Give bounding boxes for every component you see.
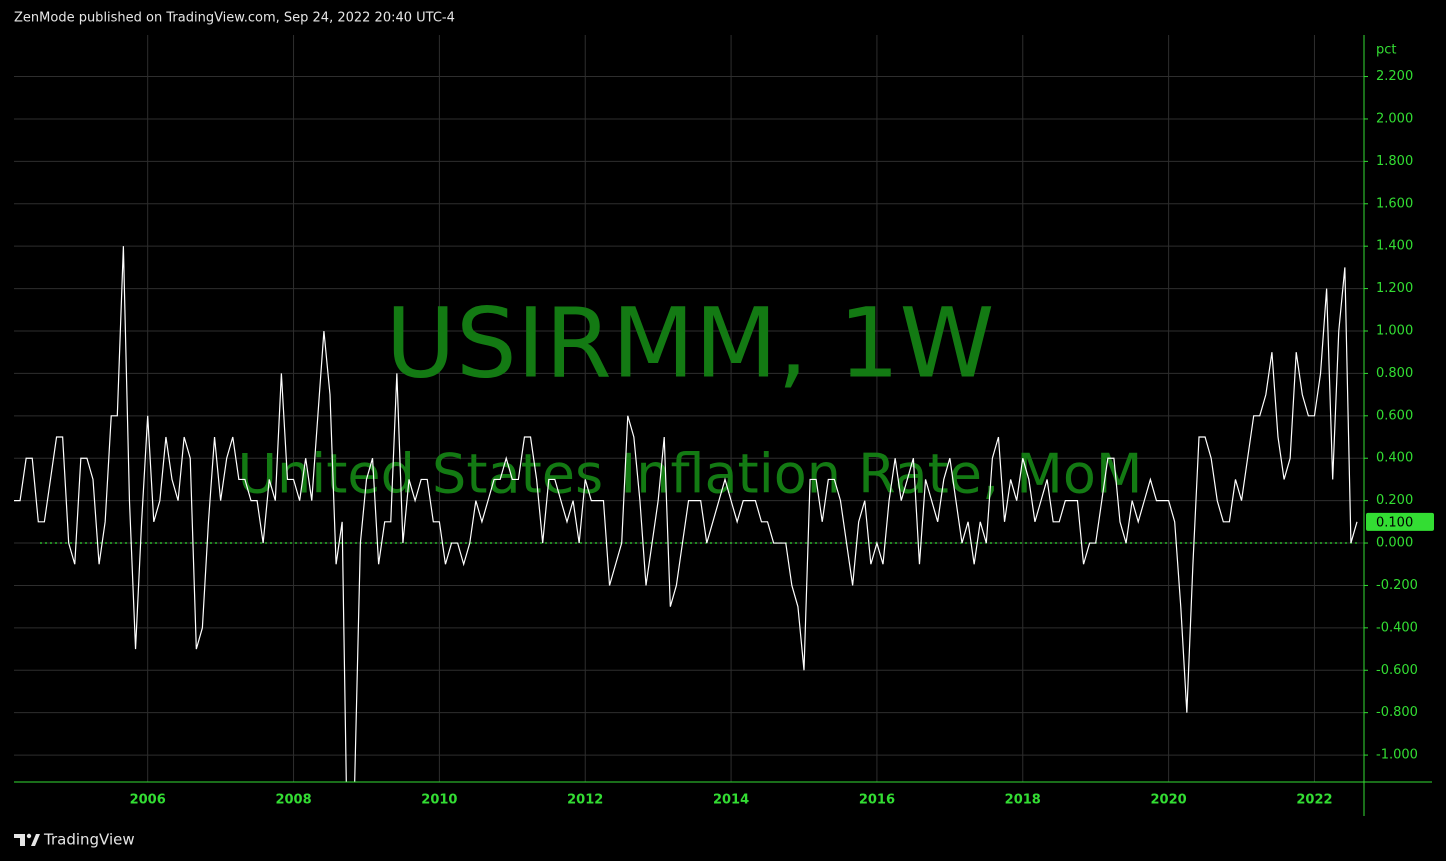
y-tick-label: -0.600 <box>1376 663 1418 678</box>
x-tick-label: 2016 <box>859 793 895 808</box>
y-tick-label: 0.200 <box>1376 493 1413 508</box>
y-tick-label: -0.800 <box>1376 705 1418 720</box>
y-tick-label: -0.200 <box>1376 578 1418 593</box>
data-line <box>14 246 1358 782</box>
logo-slash <box>31 834 40 846</box>
y-tick-label: 1.400 <box>1376 239 1413 254</box>
x-tick-label: 2010 <box>421 793 457 808</box>
y-axis-unit: pct <box>1376 43 1397 58</box>
footer-logo <box>14 833 40 846</box>
y-tick-label: 0.400 <box>1376 451 1413 466</box>
y-tick-label: 1.800 <box>1376 154 1413 169</box>
last-value-label: 0.100 <box>1376 515 1413 530</box>
y-tick-label: 2.200 <box>1376 69 1413 84</box>
watermark-title: USIRMM, 1W <box>386 287 995 399</box>
x-tick-label: 2008 <box>275 793 311 808</box>
x-tick-label: 2012 <box>567 793 603 808</box>
footer-brand: TradingView <box>43 831 135 849</box>
last-value-badge <box>1366 512 1434 531</box>
logo-mark <box>14 834 25 846</box>
y-tick-label: 1.200 <box>1376 281 1413 296</box>
x-tick-label: 2018 <box>1005 793 1041 808</box>
logo-dot <box>26 833 32 839</box>
publisher-note: ZenMode published on TradingView.com, Se… <box>14 11 455 26</box>
y-tick-label: 1.600 <box>1376 196 1413 211</box>
y-tick-label: 2.000 <box>1376 111 1413 126</box>
x-tick-label: 2014 <box>713 793 749 808</box>
y-tick-label: 1.000 <box>1376 324 1413 339</box>
x-tick-label: 2020 <box>1151 793 1187 808</box>
y-tick-label: 0.000 <box>1376 536 1413 551</box>
y-tick-label: 0.600 <box>1376 408 1413 423</box>
plot <box>14 246 1358 782</box>
axes: -1.000 -0.800 -0.600 -0.400 -0.200 0.000 0.200… <box>14 35 1434 816</box>
y-tick-label: -0.400 <box>1376 620 1418 635</box>
x-tick-label: 2022 <box>1296 793 1332 808</box>
x-tick-label: 2006 <box>130 793 166 808</box>
grid <box>14 35 1364 782</box>
y-tick-label: 0.800 <box>1376 366 1413 381</box>
y-tick-label: -1.000 <box>1376 748 1418 763</box>
